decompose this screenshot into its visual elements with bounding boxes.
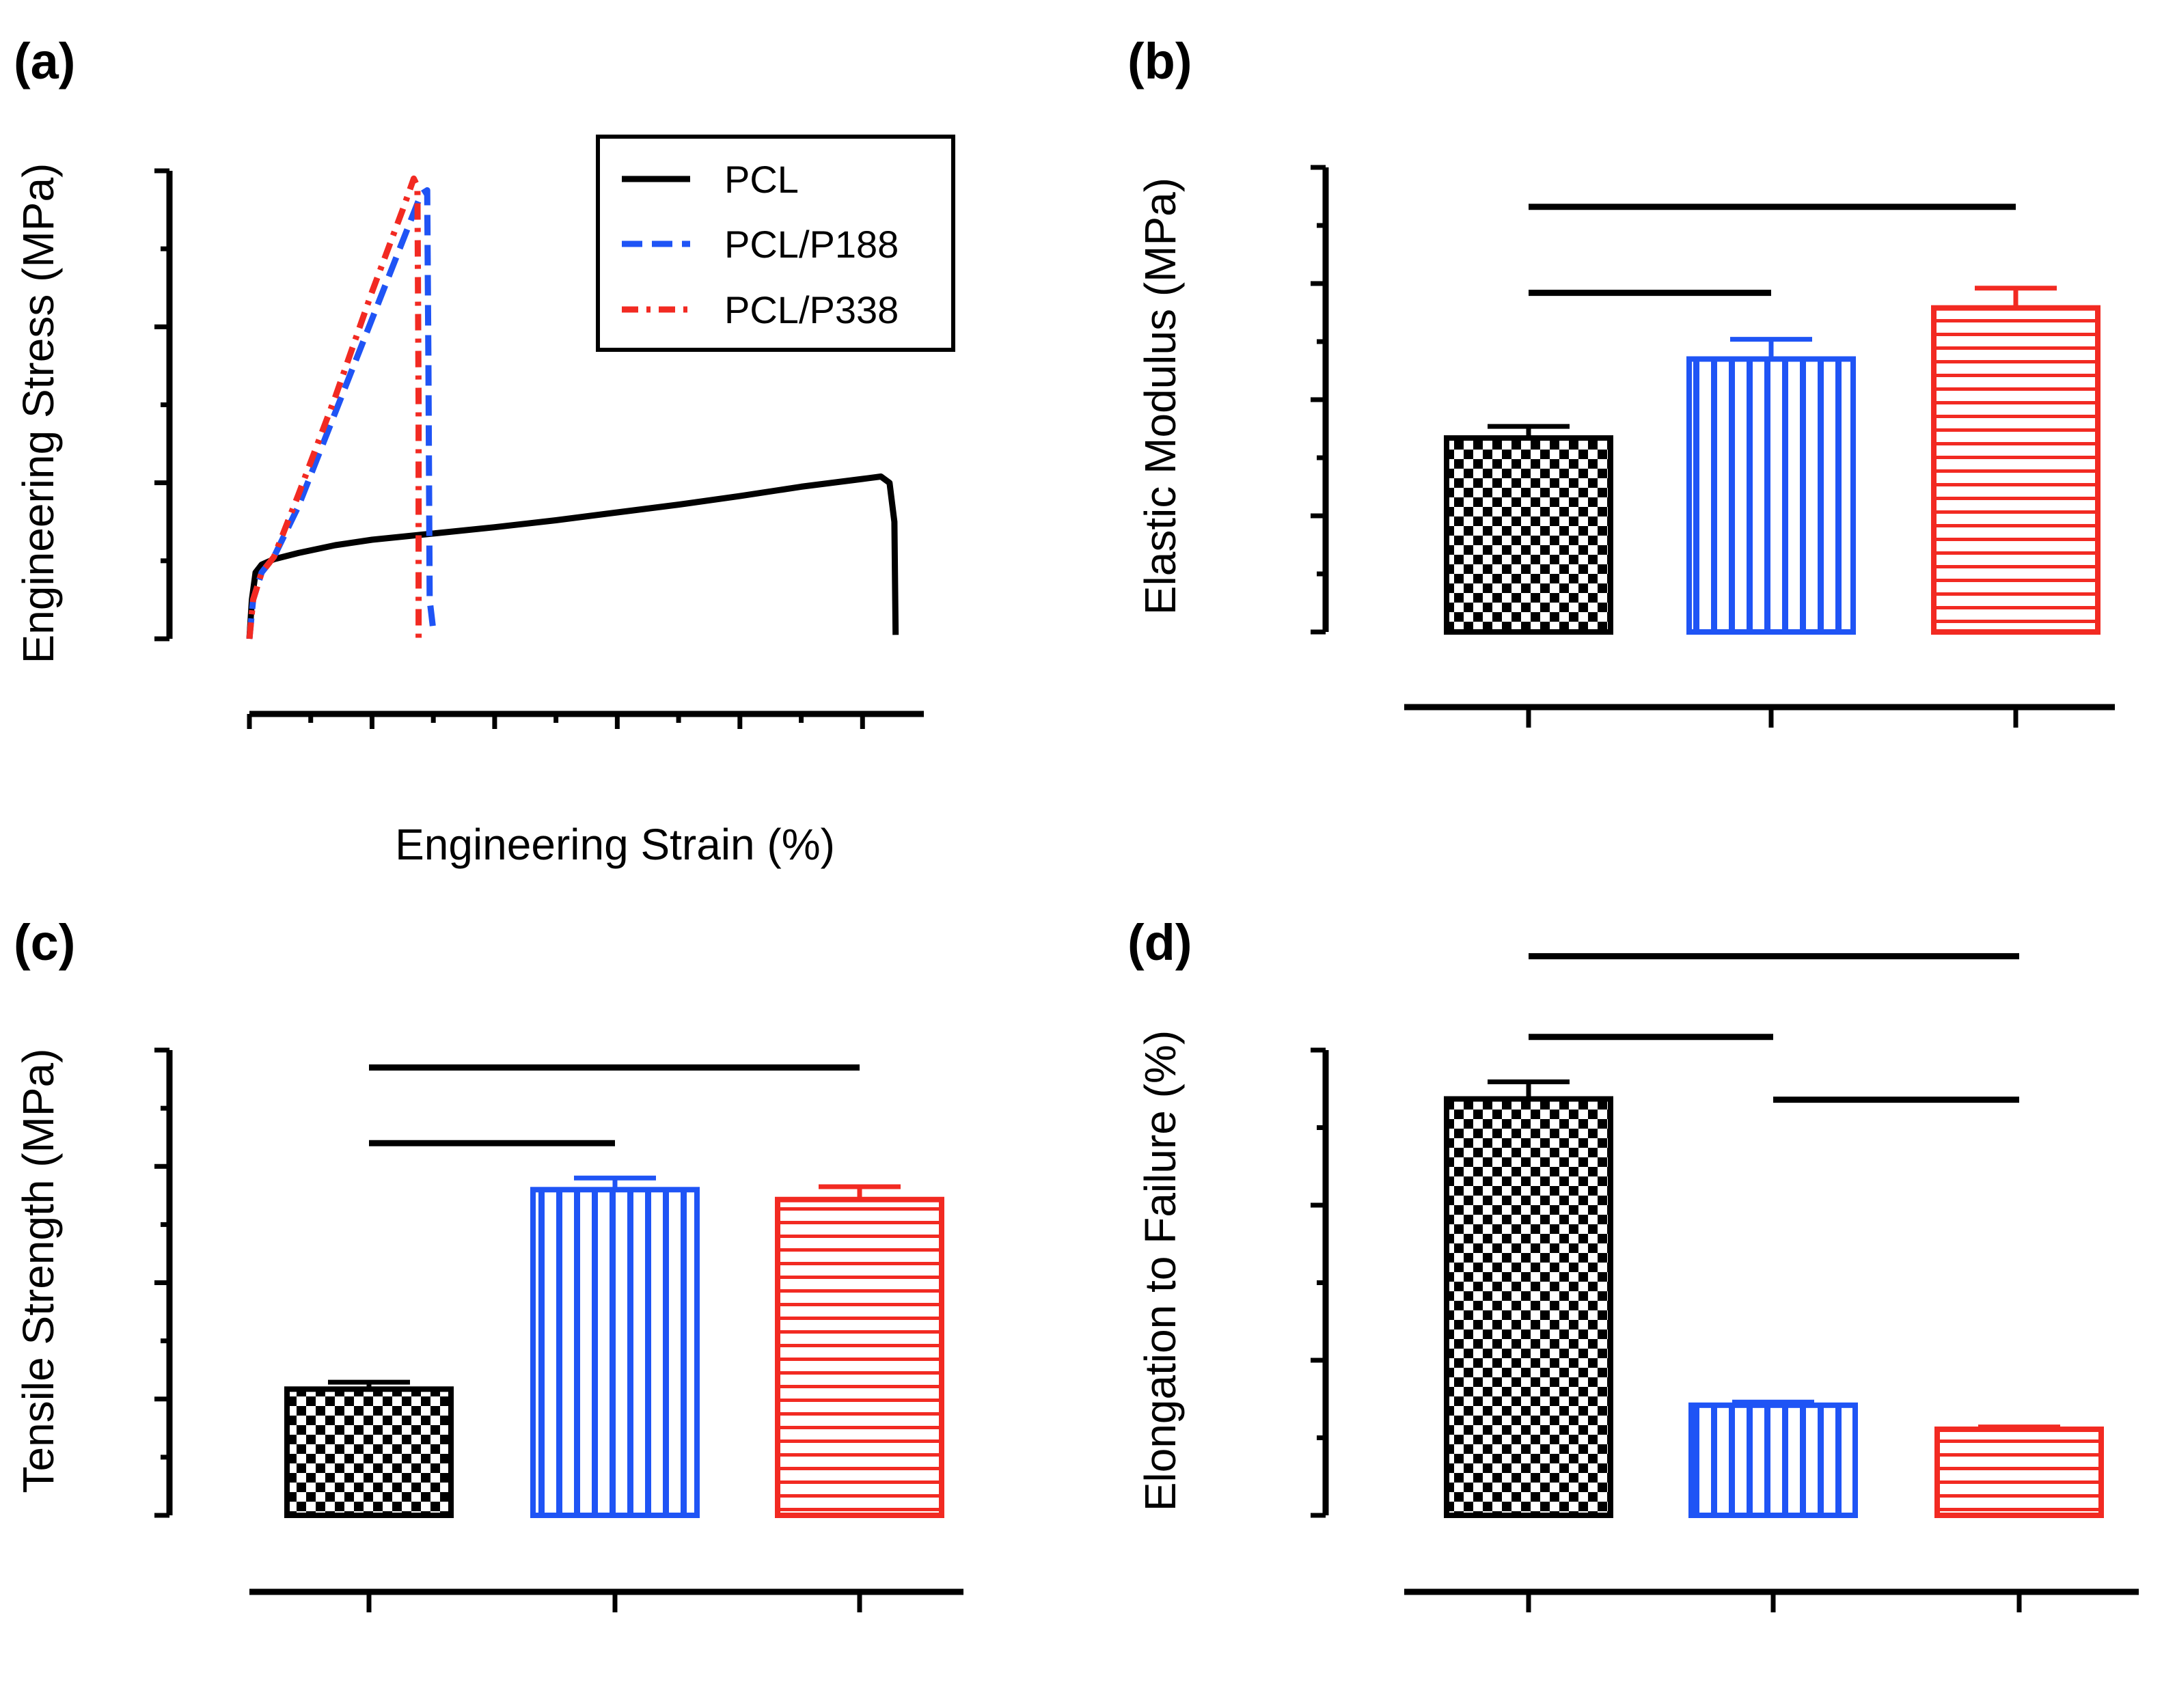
d-bar-pcl-p188 [1688, 1402, 1858, 1519]
panel-c-label: (c) [14, 914, 75, 971]
c-bar-pcl-p188 [530, 1187, 700, 1519]
panel-a-axes [154, 168, 924, 729]
panel-b-bars [1311, 165, 2115, 728]
series-line-pcl [246, 473, 899, 639]
legend-label-p188: PCL/P188 [724, 223, 899, 266]
panel-a-stress-strain: (a) Engineering Stress (MPa) Engineering… [14, 33, 955, 869]
panel-a-curves [246, 175, 899, 639]
panel-c-bars [154, 1047, 963, 1612]
b-bar-pcl-p338 [1931, 305, 2101, 635]
panel-b-elastic-modulus: (b) Elastic Modulus (MPa) [1127, 33, 2115, 728]
d-bar-pcl-p338 [1934, 1427, 2104, 1518]
legend-label-pcl: PCL [724, 158, 799, 201]
panel-c-tensile-strength: (c) Tensile Strength (MPa) [14, 914, 963, 1612]
panel-a-y-title: Engineering Stress (MPa) [14, 163, 63, 664]
b-bar-pcl [1444, 435, 1613, 635]
series-line-pcl-p338 [246, 175, 422, 639]
b-bar-pcl-p188 [1686, 356, 1856, 635]
panel-d-y-title: Elongation to Failure (%) [1136, 1030, 1185, 1511]
legend-label-p338: PCL/P338 [724, 288, 899, 331]
panel-d-bars [1311, 953, 2139, 1612]
panel-c-y-title: Tensile Strength (MPa) [14, 1049, 63, 1493]
panel-b-label: (b) [1127, 33, 1192, 89]
panel-d-elongation: (d) Elongation to Failure (%) [1127, 914, 2139, 1612]
panel-b-y-title: Elastic Modulus (MPa) [1136, 178, 1185, 615]
panel-a-legend: PCL PCL/P188 PCL/P338 [596, 135, 955, 352]
series-line-pcl-p188 [246, 187, 437, 639]
panel-a-label: (a) [14, 33, 75, 89]
panel-a-x-title: Engineering Strain (%) [395, 820, 835, 869]
d-bar-pcl [1444, 1096, 1613, 1518]
panel-d-label: (d) [1127, 914, 1192, 971]
c-bar-pcl [284, 1386, 454, 1519]
c-bar-pcl-p338 [775, 1196, 944, 1518]
